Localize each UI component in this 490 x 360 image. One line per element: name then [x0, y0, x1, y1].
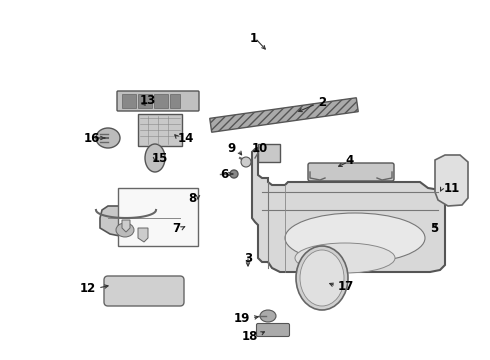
Text: 17: 17	[338, 279, 354, 292]
Ellipse shape	[116, 223, 134, 237]
Polygon shape	[138, 228, 148, 242]
Text: 15: 15	[152, 152, 169, 165]
Polygon shape	[100, 206, 192, 238]
Ellipse shape	[145, 144, 165, 172]
Text: 2: 2	[318, 95, 326, 108]
Bar	[138, 94, 152, 108]
Ellipse shape	[285, 213, 425, 263]
Polygon shape	[252, 148, 445, 272]
Text: 12: 12	[80, 282, 96, 294]
Ellipse shape	[260, 310, 276, 322]
Text: 6: 6	[220, 167, 228, 180]
Polygon shape	[210, 98, 358, 132]
Text: 3: 3	[244, 252, 252, 265]
Text: 1: 1	[250, 31, 258, 45]
Ellipse shape	[300, 250, 344, 306]
Ellipse shape	[96, 128, 120, 148]
Polygon shape	[122, 220, 130, 232]
Text: 14: 14	[178, 131, 195, 144]
Text: 18: 18	[242, 329, 258, 342]
Text: 5: 5	[430, 221, 438, 234]
Bar	[154, 94, 168, 108]
Text: 19: 19	[234, 311, 250, 324]
Ellipse shape	[296, 246, 348, 310]
Ellipse shape	[241, 157, 251, 167]
FancyBboxPatch shape	[256, 324, 290, 337]
Text: 11: 11	[444, 181, 460, 194]
Bar	[122, 94, 136, 108]
Polygon shape	[435, 155, 468, 206]
FancyBboxPatch shape	[117, 91, 199, 111]
Text: 10: 10	[252, 141, 268, 154]
Bar	[258, 144, 280, 162]
Ellipse shape	[230, 170, 238, 178]
Text: 4: 4	[345, 153, 353, 166]
Text: 16: 16	[84, 131, 100, 144]
Bar	[118, 188, 198, 246]
Text: 13: 13	[140, 94, 156, 107]
Bar	[138, 114, 182, 146]
FancyBboxPatch shape	[104, 276, 184, 306]
Ellipse shape	[295, 243, 395, 273]
Text: 8: 8	[188, 192, 196, 204]
Text: 7: 7	[172, 221, 180, 234]
FancyBboxPatch shape	[308, 163, 394, 181]
Text: 9: 9	[228, 141, 236, 154]
Bar	[170, 94, 180, 108]
